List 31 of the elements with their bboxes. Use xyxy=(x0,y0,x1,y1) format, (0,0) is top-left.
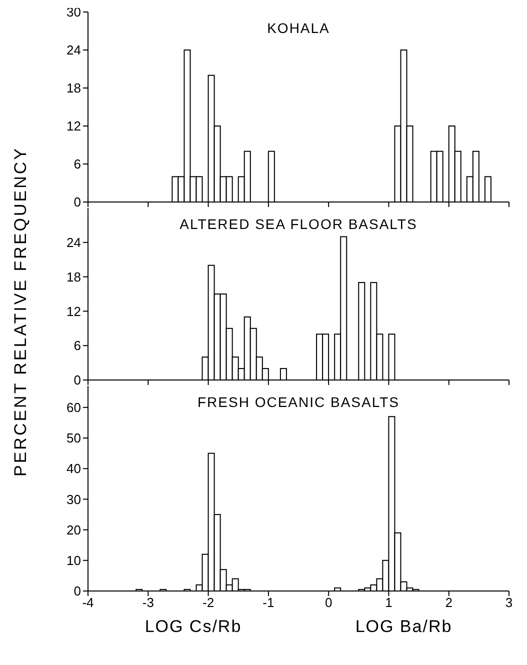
x-tick-label: 1 xyxy=(385,595,392,610)
x-tick-label: -2 xyxy=(202,595,214,610)
y-tick-label: 24 xyxy=(66,235,81,250)
y-tick-label: 0 xyxy=(74,584,81,599)
x-tick-label: 2 xyxy=(445,595,452,610)
y-tick-label: 12 xyxy=(66,118,81,134)
text: FRESH OCEANIC BASALTS xyxy=(196,394,400,410)
y-tick-label: 0 xyxy=(74,372,81,388)
y-tick-label: 60 xyxy=(66,400,81,416)
x-tick-label: -1 xyxy=(262,595,274,610)
y-tick-label: 6 xyxy=(74,156,81,172)
y-tick-label: 24 xyxy=(66,42,81,58)
y-tick-label: 0 xyxy=(74,194,81,210)
y-tick-label: 20 xyxy=(66,522,81,538)
y-tick-label: 6 xyxy=(74,338,81,354)
y-tick-label: 50 xyxy=(66,430,81,446)
text: LOG Ba/Rb xyxy=(354,617,454,637)
text: LOG Cs/Rb xyxy=(144,617,243,637)
x-tick-label: -4 xyxy=(82,595,94,610)
x-tick-label: 3 xyxy=(505,595,513,610)
y-tick-label: 30 xyxy=(66,492,81,507)
y-axis-title: PERCENT RELATIVE FREQUENCY xyxy=(11,146,30,477)
x-tick-label: 0 xyxy=(324,595,332,610)
y-tick-label: 18 xyxy=(66,269,81,284)
y-tick-label: 18 xyxy=(66,80,81,96)
y-tick-label: 12 xyxy=(66,304,81,319)
text: ALTERED SEA FLOOR BASALTS xyxy=(178,216,418,232)
text: KOHALA xyxy=(266,20,331,36)
x-tick-label: -3 xyxy=(142,595,154,610)
y-tick-label: 10 xyxy=(66,553,81,568)
y-tick-label: 40 xyxy=(66,461,81,476)
